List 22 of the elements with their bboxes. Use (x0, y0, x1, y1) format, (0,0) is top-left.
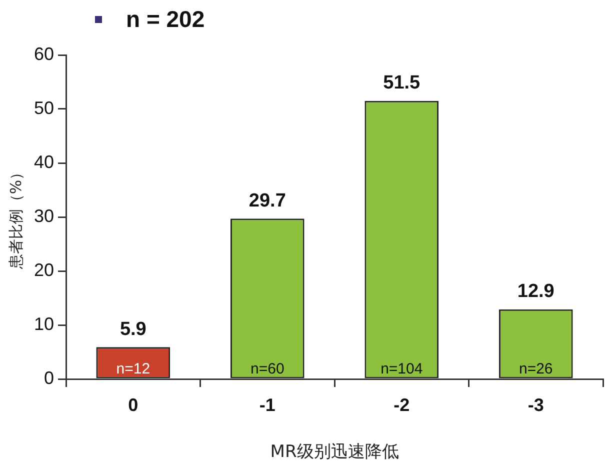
x-tick-label: -1 (259, 394, 276, 415)
data-label: 29.7 (248, 190, 286, 212)
y-tick-label: 20 (34, 260, 54, 280)
annotation: n=12 (116, 360, 150, 378)
annotation: n=104 (380, 360, 423, 378)
data-label: 5.9 (120, 318, 146, 340)
y-axis-title: 患者比例（%） (6, 164, 25, 270)
x-tick-label: -3 (528, 394, 544, 415)
data-label: 51.5 (383, 72, 421, 94)
data-label: 12.9 (517, 281, 554, 302)
y-tick-label: 30 (34, 206, 54, 226)
annotation: n=26 (518, 360, 553, 378)
x-axis-title: MR级别迅速降低 (270, 442, 399, 462)
chart-title: n = 202 (126, 6, 205, 32)
x-tick-label: -2 (394, 394, 410, 415)
y-tick-label: 10 (34, 314, 54, 334)
x-tick-label: 0 (128, 394, 138, 415)
annotation: n=60 (250, 360, 284, 378)
y-tick-label: 50 (34, 98, 54, 118)
y-tick-label: 40 (34, 152, 54, 172)
y-tick-label: 0 (44, 368, 54, 388)
y-tick-label: 60 (34, 44, 54, 64)
